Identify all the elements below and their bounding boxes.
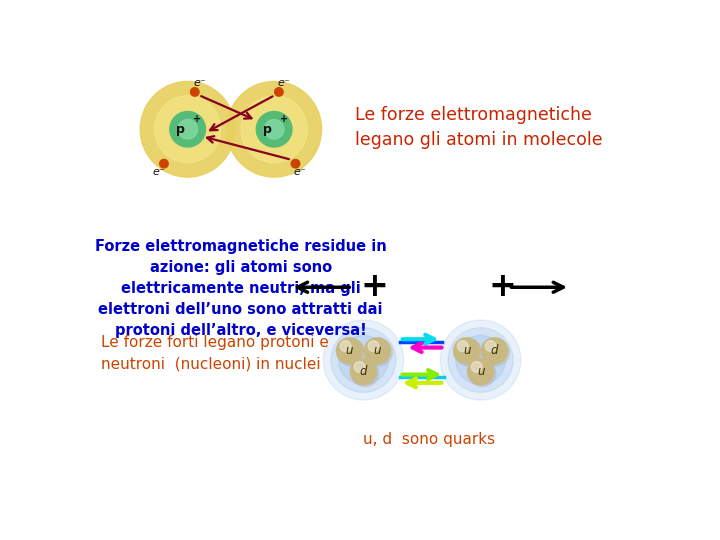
Text: e⁻: e⁻ [153, 167, 166, 177]
Circle shape [472, 362, 482, 373]
Text: e⁻: e⁻ [193, 78, 206, 87]
Circle shape [336, 338, 363, 364]
Circle shape [364, 338, 391, 364]
Circle shape [456, 335, 505, 384]
Circle shape [365, 339, 392, 366]
Circle shape [453, 338, 480, 364]
Circle shape [441, 320, 521, 400]
Text: e⁻: e⁻ [294, 167, 307, 177]
Circle shape [338, 339, 364, 366]
Circle shape [178, 119, 197, 139]
Circle shape [191, 87, 199, 96]
Circle shape [457, 341, 468, 352]
Circle shape [467, 358, 494, 385]
Text: u: u [374, 345, 381, 357]
Circle shape [291, 159, 300, 168]
Text: u: u [477, 365, 485, 378]
Circle shape [170, 111, 205, 147]
Text: Le forze forti legano protoni e
neutroni  (nucleoni) in nuclei: Le forze forti legano protoni e neutroni… [101, 335, 329, 371]
Circle shape [448, 328, 513, 393]
Circle shape [351, 360, 379, 387]
Text: u: u [463, 345, 470, 357]
Circle shape [340, 341, 351, 352]
Circle shape [354, 362, 365, 373]
Text: e⁻: e⁻ [277, 78, 290, 87]
Circle shape [481, 338, 508, 364]
Text: +: + [280, 114, 288, 125]
Ellipse shape [241, 96, 307, 163]
Circle shape [350, 358, 377, 385]
Text: +: + [194, 114, 202, 125]
Ellipse shape [140, 82, 235, 177]
Ellipse shape [227, 82, 322, 177]
Circle shape [469, 360, 495, 387]
Circle shape [274, 87, 283, 96]
Text: u: u [346, 345, 354, 357]
Text: Forze elettromagnetiche residue in
azione: gli atomi sono
elettricamente neutri,: Forze elettromagnetiche residue in azion… [95, 239, 387, 339]
Text: Le forze elettromagnetiche
legano gli atomi in molecole: Le forze elettromagnetiche legano gli at… [355, 106, 603, 150]
Text: +: + [361, 270, 389, 303]
Text: d: d [491, 345, 498, 357]
Circle shape [482, 339, 510, 366]
Text: +: + [489, 270, 517, 303]
Circle shape [264, 119, 284, 139]
Circle shape [368, 341, 379, 352]
Circle shape [256, 111, 292, 147]
Ellipse shape [155, 96, 221, 163]
Text: d: d [360, 365, 367, 378]
Circle shape [331, 328, 396, 393]
Circle shape [454, 339, 482, 366]
Circle shape [323, 320, 404, 400]
Circle shape [160, 159, 168, 168]
Text: u, d  sono quarks: u, d sono quarks [364, 433, 495, 447]
Text: p: p [263, 123, 271, 136]
Circle shape [485, 341, 496, 352]
Circle shape [338, 335, 388, 384]
Text: p: p [176, 123, 185, 136]
